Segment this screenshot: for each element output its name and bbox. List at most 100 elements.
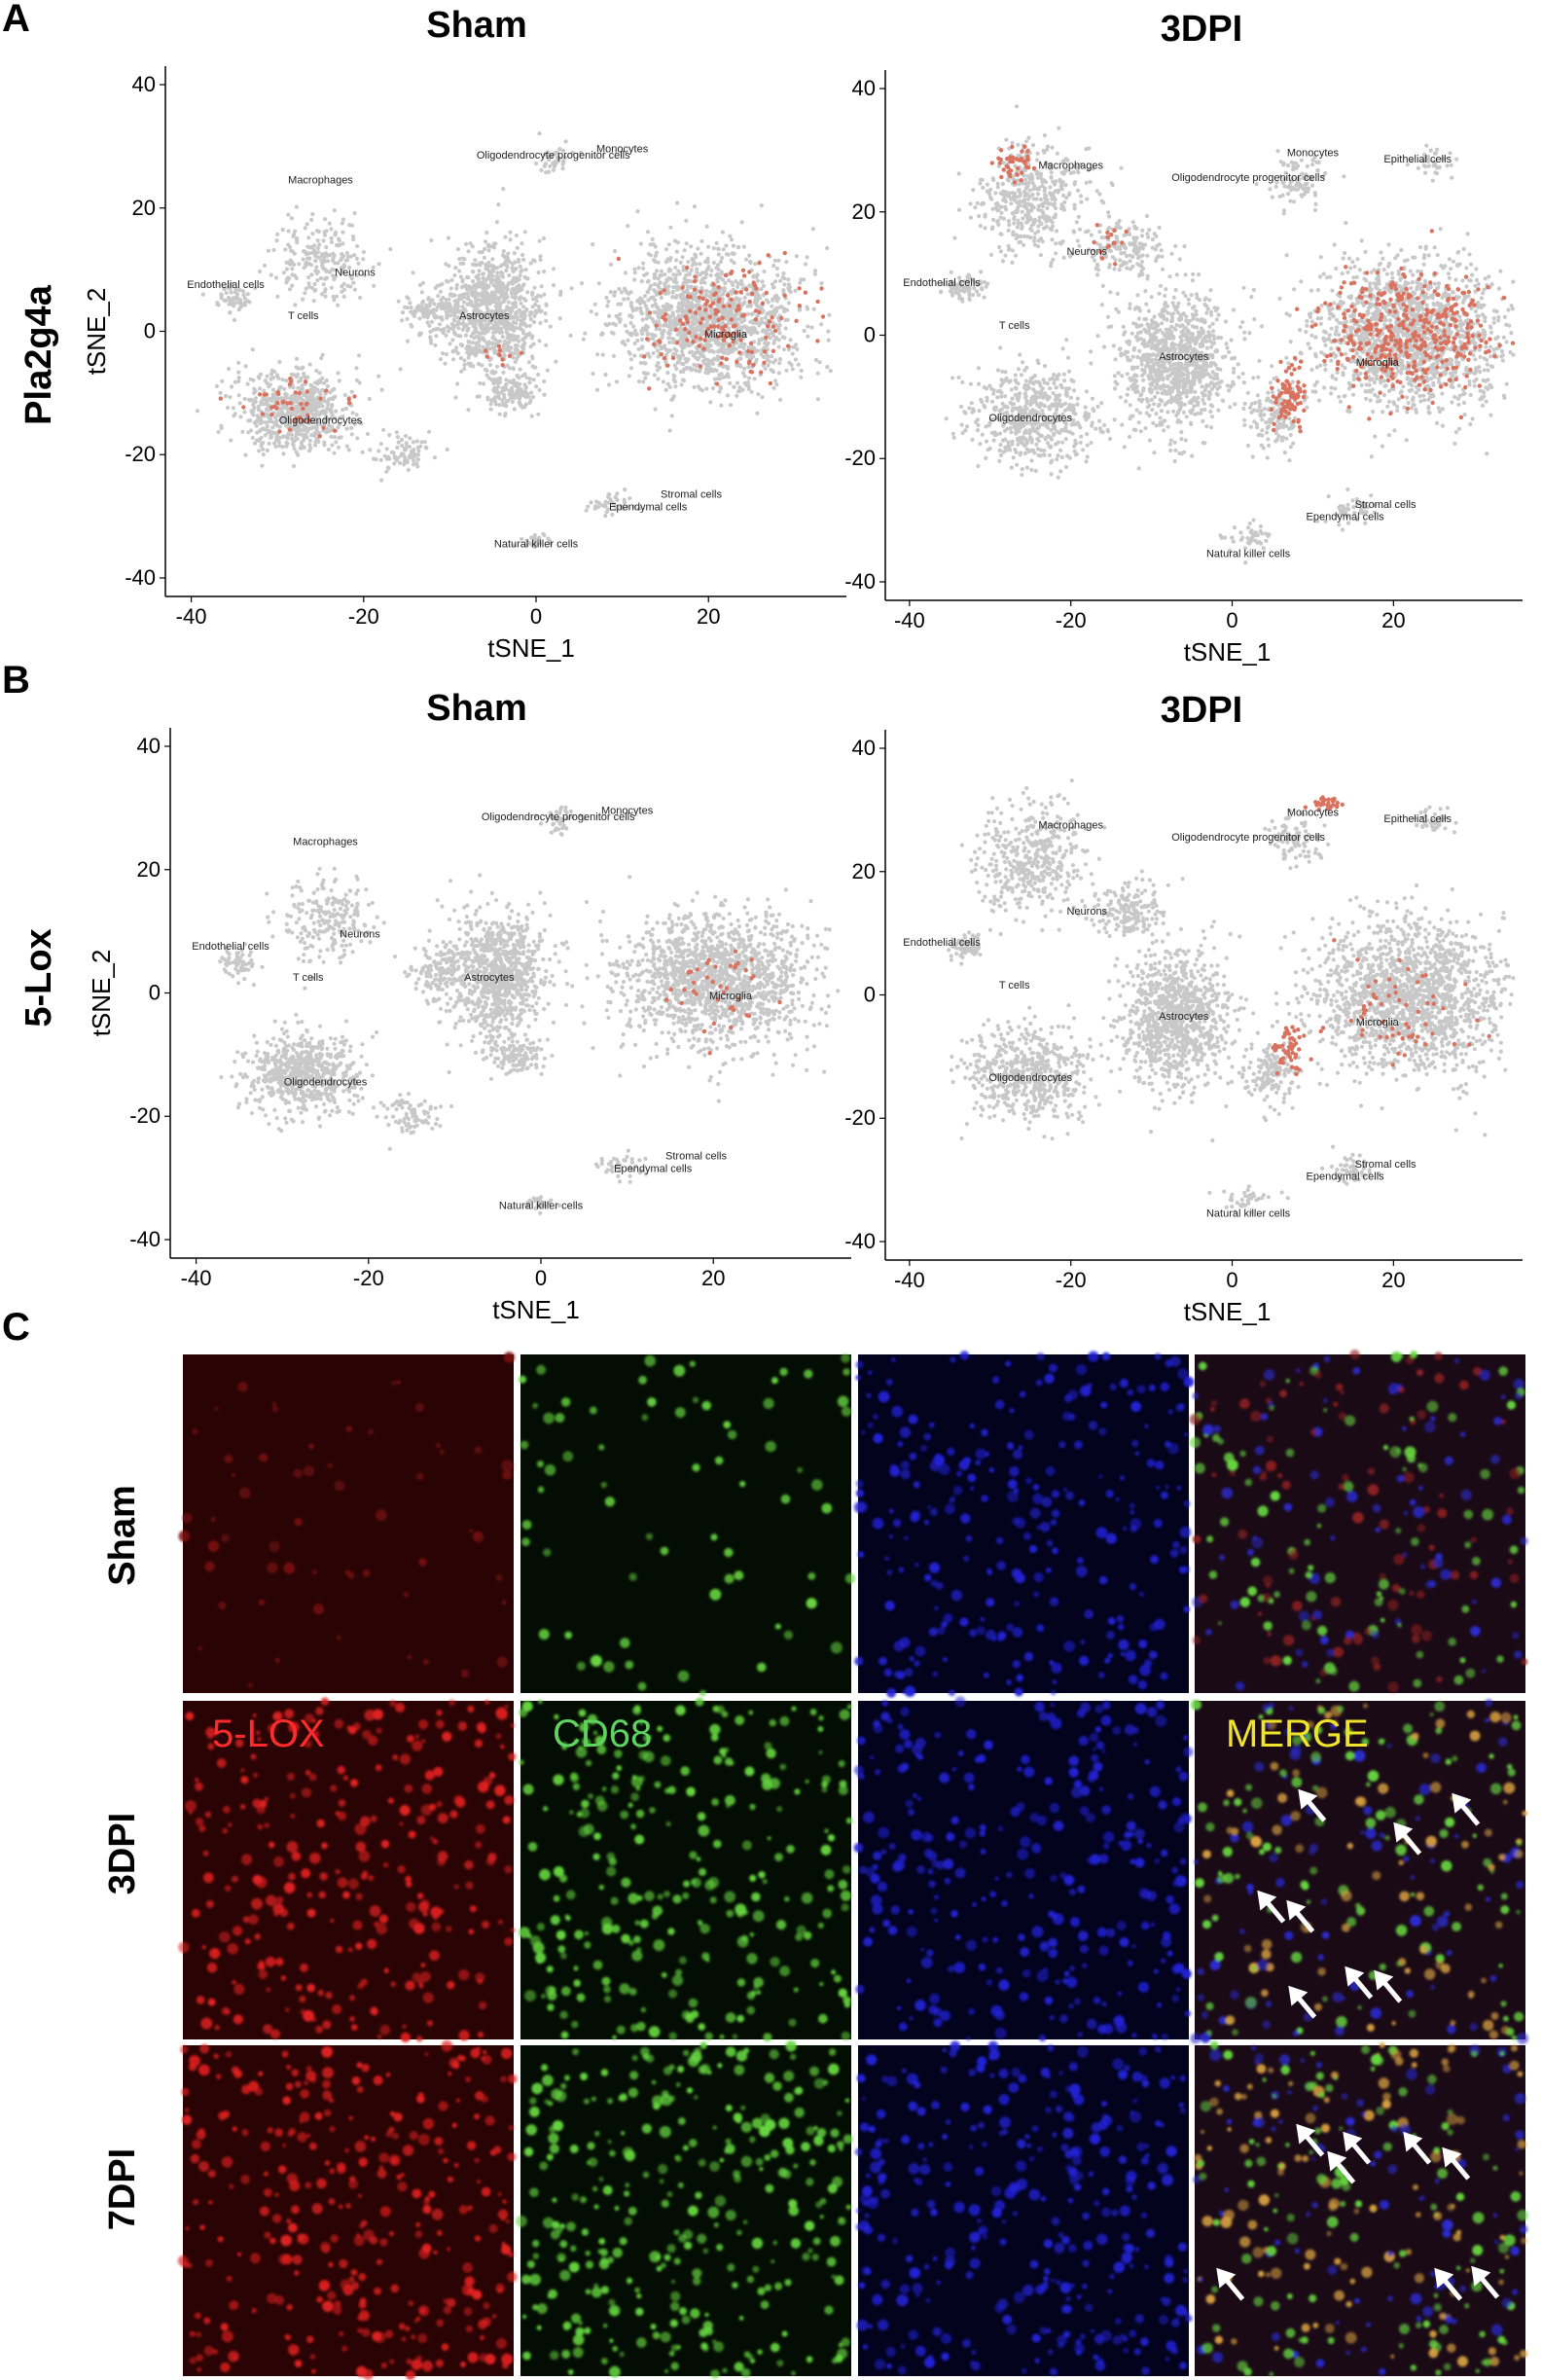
cluster-label: Ependymal cells [1307,1172,1385,1183]
y-tick-label: 40 [852,736,876,760]
cluster-label: Monocytes [1287,808,1340,819]
scatter-area: -40 -20 0 20-40-2002040tSNE_1tSNE_2Monocyte… [82,66,846,663]
label-merge: MERGE [1226,1713,1369,1755]
micro-sham-red [179,1352,516,1693]
cluster-label: T cells [293,972,324,984]
cluster-label: Natural killer cells [499,1200,584,1211]
cluster-label: Stromal cells [665,1151,727,1163]
row-label-5lox: 5-Lox [18,928,59,1027]
scatter-area: -40 -20 0 20-40-2002040tSNE_1MacrophagesMon… [844,730,1523,1326]
cluster-label: Oligodendrocytes [279,415,363,427]
background-cells [947,778,1515,1214]
cluster-label: Ependymal cells [1307,512,1385,523]
cluster-label: Ependymal cells [614,1163,693,1174]
micro-sham-green [519,1353,855,1696]
y-axis-label: tSNE_2 [82,288,111,376]
cluster-label: Macrophages [293,836,358,847]
panel-letter-a: A [2,0,30,40]
y-tick-label: -20 [129,1103,161,1128]
plot-title: Sham [426,688,526,729]
tsne-plot-a-sham: Sham -40 -20 0 20-40-2002040tSNE_1tSNE_2Mon… [82,5,846,663]
micro-sham-merge [1190,1350,1528,1693]
cluster-label: T cells [288,310,319,322]
x-axis-label: tSNE_1 [487,633,575,663]
cluster-label: Astrocytes [464,972,515,984]
cluster-label: Epithelial cells [1383,813,1452,825]
cluster-label: Natural killer cells [1206,1208,1291,1220]
cluster-label: Epithelial cells [1383,154,1452,165]
cluster-label: Neurons [340,928,380,940]
x-tick-label: -40 [894,608,925,632]
x-tick-label: -40 [894,1268,925,1292]
plot-title: 3DPI [1161,9,1242,50]
cluster-label: Microglia [1356,1017,1400,1028]
cluster-label: Stromal cells [1355,1159,1416,1171]
cluster-label: Oligodendrocytes [988,1072,1072,1084]
y-tick-label: -20 [125,442,156,466]
cluster-label: Astrocytes [459,310,510,322]
micro-7dpi-red [178,2040,518,2380]
y-tick-label: 0 [864,983,876,1007]
cluster-label: Natural killer cells [494,538,579,550]
cluster-label: Oligodendrocyte progenitor cells [1171,832,1325,844]
y-tick-label: -40 [125,565,156,590]
tsne-plot-a-3dpi: 3DPI -40 -20 0 20-40-2002040tSNE_1Macrophag… [844,9,1523,667]
y-tick-label: 40 [852,76,876,100]
cluster-label: Neurons [1066,246,1107,258]
cluster-label: Macrophages [1038,819,1103,831]
label-cd68: CD68 [553,1713,652,1755]
cluster-label: Oligodendrocytes [284,1077,368,1089]
x-tick-label: -20 [1056,1268,1087,1292]
y-tick-label: 40 [137,734,161,758]
x-axis-label: tSNE_1 [1184,1297,1272,1326]
y-tick-label: 0 [149,981,161,1005]
y-tick-label: 40 [132,72,156,96]
cluster-label: Ependymal cells [609,501,688,513]
x-tick-label: 20 [697,604,720,629]
x-tick-label: 20 [1381,608,1405,632]
cluster-label: T cells [999,980,1030,992]
cluster-label: Neurons [1066,906,1107,918]
cluster-label: Oligodendrocyte progenitor cells [1171,172,1325,184]
tsne-plot-b-sham: Sham -40 -20 0 20-40-2002040tSNE_1tSNE_2Mon… [87,688,851,1324]
x-tick-label: 0 [530,604,542,629]
y-axis-label: tSNE_2 [87,950,116,1037]
plot-title: Sham [426,5,526,46]
cluster-label: Endothelial cells [903,937,981,949]
panel-letter-c: C [2,1306,30,1349]
panel-letter-b: B [2,659,30,702]
x-tick-label: 0 [1226,608,1237,632]
cluster-label: Endothelial cells [192,941,269,953]
y-tick-label: 20 [137,857,161,882]
cluster-label: Microglia [1356,357,1400,369]
x-tick-label: -40 [181,1266,212,1290]
tsne-plot-b-3dpi: 3DPI -40 -20 0 20-40-2002040tSNE_1Macrophag… [844,690,1523,1326]
y-tick-label: 20 [852,859,876,883]
cluster-label: Astrocytes [1159,351,1209,363]
x-tick-label: -40 [176,604,207,629]
micro-row-label-7dpi: 7DPI [102,2148,143,2230]
x-tick-label: 0 [1226,1268,1237,1292]
y-tick-label: 0 [144,319,156,343]
y-tick-label: -40 [844,569,876,594]
cluster-label: Monocytes [1287,148,1340,160]
micro-7dpi-green [516,2040,853,2379]
x-axis-label: tSNE_1 [492,1295,580,1324]
row-label-pla2g4a: Pla2g4a [18,284,59,425]
y-tick-label: -40 [129,1227,161,1251]
x-tick-label: 0 [535,1266,547,1290]
microscopy-grid: Sham 3DPI 7DPI 5-LOX CD68 MERGE [102,1350,1528,2380]
x-axis-label: tSNE_1 [1184,637,1272,667]
micro-row-label-sham: Sham [102,1485,143,1585]
cluster-label: Stromal cells [661,489,722,501]
x-tick-label: 20 [1381,1268,1405,1292]
scatter-area: -40 -20 0 20-40-2002040tSNE_1tSNE_2Monocyte… [87,728,851,1324]
scatter-area: -40 -20 0 20-40-2002040tSNE_1MacrophagesMon… [844,70,1523,667]
cluster-label: Endothelial cells [903,277,981,289]
y-tick-label: 0 [864,323,876,347]
cluster-label: T cells [999,320,1030,332]
x-tick-label: -20 [353,1266,384,1290]
cluster-label: Microglia [704,329,748,341]
cluster-label: Neurons [335,267,376,278]
